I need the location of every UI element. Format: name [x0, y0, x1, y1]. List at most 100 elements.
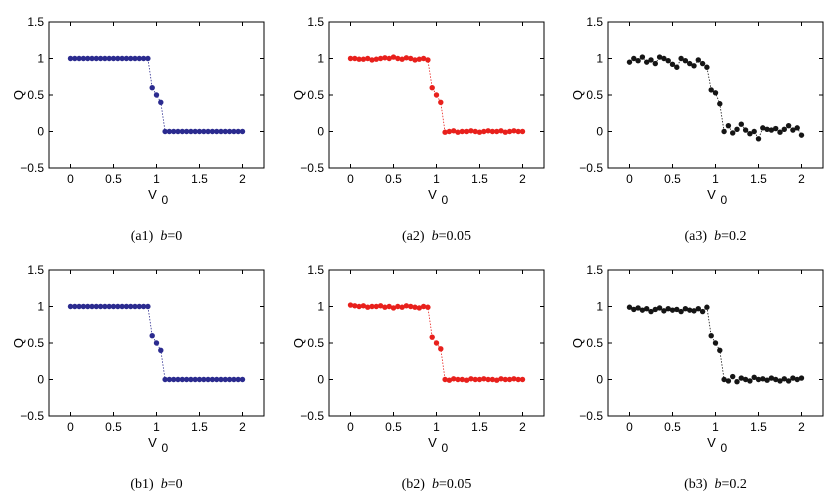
data-point: [386, 303, 392, 310]
chart-panel-b1: 1.510.50−0.50 0.5 1 1.5 2QV 0(b1) b=0: [11, 263, 265, 492]
data-point: [183, 128, 190, 135]
data-point: [239, 376, 246, 383]
data-point: [119, 303, 125, 310]
data-point: [755, 136, 762, 142]
chart-panel-a2: 1.510.50−0.50 0.5 1 1.5 2QV 0(a2) b=0.05: [291, 15, 545, 244]
data-point: [481, 376, 487, 382]
panel-caption: (b2) b=0.05: [402, 477, 472, 492]
caption-value: =0.05: [439, 477, 471, 492]
data-point: [631, 55, 637, 62]
data-point: [519, 376, 526, 383]
data-point: [356, 303, 362, 310]
data-point: [674, 306, 680, 313]
data-point: [192, 128, 198, 135]
data-point: [708, 333, 714, 339]
data-point: [481, 128, 487, 135]
data-point: [192, 376, 198, 383]
data-point: [153, 92, 160, 98]
data-point: [468, 128, 474, 134]
data-point: [665, 305, 671, 312]
data-point: [498, 128, 504, 134]
data-point: [377, 55, 384, 62]
data-point: [373, 303, 379, 310]
y-tick-label: 0.5: [27, 88, 44, 102]
data-point: [239, 128, 246, 135]
data-point: [506, 376, 513, 383]
data-point: [635, 57, 641, 64]
x-axis-label-subscript: 0: [721, 441, 728, 455]
y-tick-label: 1.5: [586, 263, 603, 277]
data-point: [395, 303, 401, 310]
caption-prefix: (b2): [402, 477, 432, 492]
data-point: [794, 376, 800, 383]
y-tick-label: 1.5: [586, 15, 603, 29]
data-point: [235, 376, 241, 383]
x-axis-label: V: [707, 187, 716, 202]
caption-prefix: (b3): [684, 477, 714, 492]
data-point: [781, 376, 787, 382]
data-point: [442, 376, 448, 383]
data-point: [446, 377, 453, 383]
data-point: [93, 303, 100, 310]
data-point: [218, 376, 224, 383]
caption-value: =0: [168, 477, 183, 492]
data-point: [382, 55, 388, 61]
data-point: [235, 128, 241, 135]
data-point: [502, 376, 508, 383]
data-point: [347, 55, 354, 62]
data-point: [412, 57, 418, 63]
data-point: [704, 64, 710, 70]
data-point: [377, 303, 384, 309]
caption-value: =0.05: [439, 229, 471, 244]
y-tick-label: 1.5: [27, 15, 44, 29]
data-point: [188, 128, 194, 135]
y-axis-label: Q: [11, 338, 26, 348]
data-point: [102, 55, 108, 62]
data-point: [175, 376, 181, 383]
data-point: [682, 57, 689, 64]
data-point: [656, 54, 663, 60]
data-point: [140, 55, 147, 62]
data-point: [773, 125, 779, 132]
data-point: [132, 55, 138, 62]
data-point: [794, 125, 800, 131]
x-tick-label: 0: [626, 420, 633, 434]
data-point: [708, 87, 714, 93]
chart-panel-b2: 1.510.50−0.50 0.5 1 1.5 2QV 0(b2) b=0.05: [291, 263, 545, 492]
data-point: [768, 375, 775, 381]
data-point: [416, 56, 422, 62]
caption-variable: b: [714, 229, 721, 244]
data-point: [669, 61, 676, 68]
caption-prefix: (b1): [130, 477, 160, 492]
x-tick-label: 2: [798, 172, 805, 186]
data-point: [626, 304, 633, 310]
data-point: [455, 129, 461, 135]
data-point: [205, 128, 211, 135]
data-point: [132, 303, 138, 310]
x-tick-label: 2: [798, 420, 805, 434]
x-axis-label: V: [148, 187, 157, 202]
x-tick-label: 1.5: [750, 172, 767, 186]
caption-variable: b: [432, 477, 439, 492]
data-point: [721, 128, 727, 135]
data-point: [785, 122, 792, 129]
data-point: [110, 303, 117, 310]
data-point: [747, 130, 753, 137]
x-axis-label-subscript: 0: [721, 193, 728, 207]
data-point: [755, 376, 762, 383]
data-point: [717, 101, 723, 107]
data-point: [451, 128, 457, 134]
data-point: [451, 376, 457, 382]
data-point: [721, 376, 727, 383]
data-point: [369, 303, 375, 310]
data-point: [145, 303, 151, 310]
data-point: [712, 90, 719, 96]
data-point: [738, 375, 744, 381]
data-point: [661, 308, 667, 314]
data-point: [89, 303, 95, 310]
data-point: [67, 303, 74, 310]
caption-variable: b: [161, 477, 168, 492]
x-tick-label: 1: [712, 420, 719, 434]
x-tick-label: 0: [67, 172, 74, 186]
y-tick-label: 1: [37, 52, 44, 66]
